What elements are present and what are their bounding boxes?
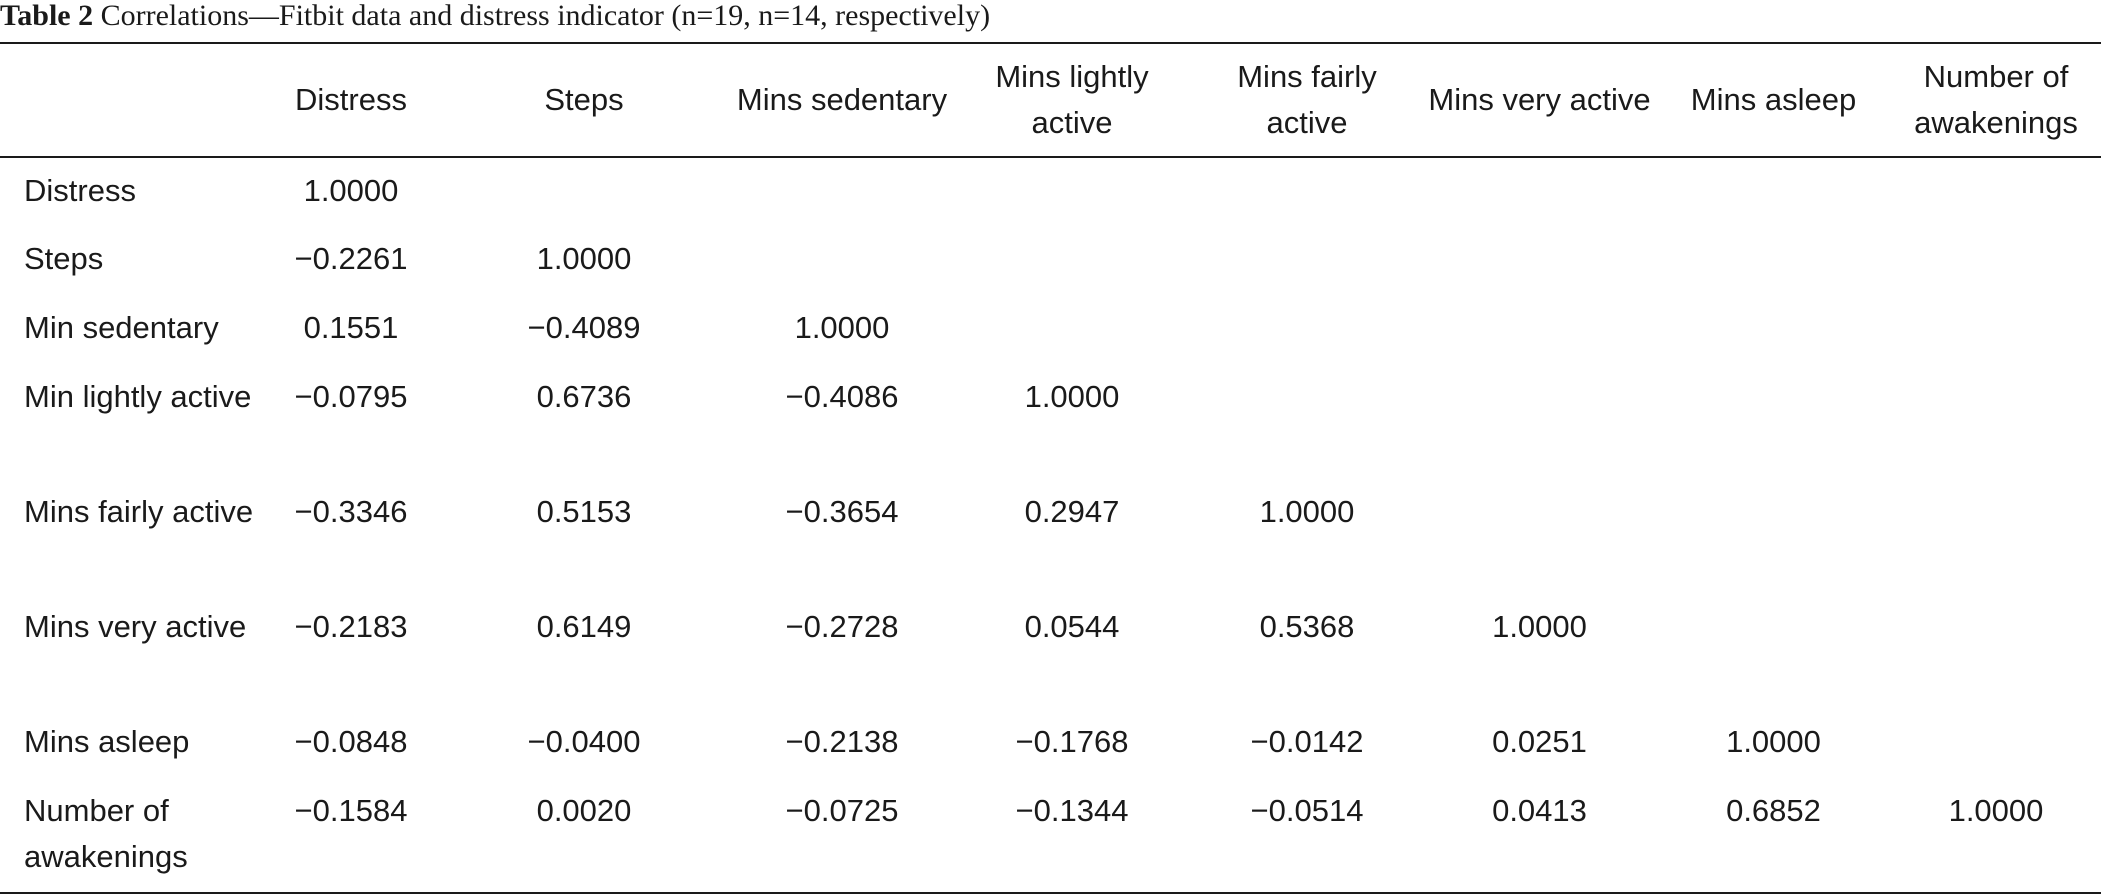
correlation-cell: −0.3654 [785,494,899,529]
correlation-cell [1423,479,1656,594]
table-caption-label: Table 2 [0,0,94,32]
correlation-cell: 1.0000 [303,173,399,208]
correlation-cell: 0.6736 [536,379,632,414]
correlation-cell: 0.5153 [536,494,632,529]
correlation-cell: −0.1768 [1015,724,1129,759]
correlation-cell: 0.0413 [1492,793,1587,828]
header-row: Distress Steps Mins sedentary Mins light… [0,43,2101,157]
correlation-cell: 1.0000 [536,241,632,276]
column-header: Mins asleep [1690,82,1857,117]
correlation-cell [1891,479,2101,594]
correlation-cell [953,295,1191,364]
column-header: Distress [295,82,407,117]
correlation-cell [1423,364,1656,479]
correlation-cell: 0.6852 [1726,793,1821,828]
correlation-cell [953,157,1191,226]
column-header: Mins lightly active [995,59,1149,140]
correlation-cell [1891,709,2101,778]
correlation-cell [731,157,953,226]
correlation-cell: −0.1344 [1015,793,1129,828]
correlation-cell: −0.0795 [294,379,408,414]
correlation-cell: −0.2261 [294,241,408,276]
row-label: Mins very active [24,609,247,644]
table-row: Steps −0.2261 1.0000 [0,226,2101,295]
correlation-cell: 0.0544 [1024,609,1120,644]
correlation-table: Distress Steps Mins sedentary Mins light… [0,42,2101,894]
correlation-cell: 1.0000 [1492,609,1587,644]
correlation-cell: −0.4089 [527,310,641,345]
correlation-cell [1656,364,1891,479]
correlation-cell: −0.1584 [294,793,408,828]
header-corner [0,43,265,157]
correlation-cell: 0.0020 [536,793,632,828]
correlation-cell: −0.0142 [1250,724,1364,759]
correlation-cell [437,157,731,226]
correlation-cell: −0.4086 [785,379,899,414]
correlation-cell [1891,157,2101,226]
correlation-cell: −0.0848 [294,724,408,759]
correlation-cell [1891,364,2101,479]
column-header: Steps [544,82,624,117]
correlation-cell [1191,295,1423,364]
correlation-cell [1423,226,1656,295]
correlation-cell: 0.5368 [1259,609,1355,644]
table-body: Distress 1.0000 Steps −0.2261 1.0000 Min sede… [0,157,2101,893]
correlation-cell [953,226,1191,295]
correlation-cell [1656,594,1891,709]
table-row: Number of awakenings −0.1584 0.0020 −0.0725… [0,778,2101,893]
row-label: Distress [24,173,136,208]
correlation-cell: 1.0000 [1948,793,2044,828]
correlation-cell [1656,295,1891,364]
correlation-cell [1656,157,1891,226]
table-row: Mins fairly active −0.3346 0.5153 −0.3654 0.… [0,479,2101,594]
correlation-cell: 0.0251 [1492,724,1587,759]
correlation-cell: 0.6149 [536,609,632,644]
column-header: Mins very active [1428,82,1651,117]
correlation-cell: 1.0000 [1726,724,1821,759]
correlation-cell: −0.3346 [294,494,408,529]
correlation-cell: 1.0000 [1024,379,1120,414]
correlation-cell [1423,157,1656,226]
column-header: Mins sedentary [736,82,948,117]
row-label: Steps [24,241,104,276]
correlation-cell [1656,479,1891,594]
correlation-cell [1891,594,2101,709]
table-row: Mins asleep −0.0848 −0.0400 −0.2138 −0.1768 −… [0,709,2101,778]
row-label: Number of awakenings [24,793,188,874]
row-label: Mins asleep [24,724,190,759]
table-row: Mins very active −0.2183 0.6149 −0.2728 0.05… [0,594,2101,709]
correlation-cell: 0.2947 [1024,494,1120,529]
correlation-cell [1191,364,1423,479]
correlation-cell [1191,226,1423,295]
correlation-cell: −0.0400 [527,724,641,759]
row-label: Mins fairly active [24,494,254,529]
table-caption: Table 2 Correlations—Fitbit data and dis… [0,0,990,40]
correlation-cell [1891,226,2101,295]
correlation-cell: −0.2183 [294,609,408,644]
correlation-cell [1656,226,1891,295]
table-row: Min sedentary 0.1551 −0.4089 1.0000 [0,295,2101,364]
correlation-cell: −0.2728 [785,609,899,644]
row-label: Min sedentary [24,310,219,345]
table-header: Distress Steps Mins sedentary Mins light… [0,43,2101,157]
correlation-cell: 0.1551 [303,310,399,345]
correlation-cell [1191,157,1423,226]
column-header: Mins fairly active [1237,59,1377,140]
correlation-cell [731,226,953,295]
correlation-cell: −0.2138 [785,724,899,759]
correlation-table-container: Distress Steps Mins sedentary Mins light… [0,42,2101,894]
table-caption-text: Correlations—Fitbit data and distress in… [100,0,991,32]
correlation-cell: −0.0725 [785,793,899,828]
table-row: Distress 1.0000 [0,157,2101,226]
correlation-cell: −0.0514 [1250,793,1364,828]
correlation-cell [1891,295,2101,364]
table-row: Min lightly active −0.0795 0.6736 −0.4086 1.… [0,364,2101,479]
row-label: Min lightly active [24,379,252,414]
correlation-cell [1423,295,1656,364]
correlation-cell: 1.0000 [1259,494,1355,529]
correlation-cell: 1.0000 [794,310,890,345]
column-header: Number of awakenings [1914,59,2078,140]
